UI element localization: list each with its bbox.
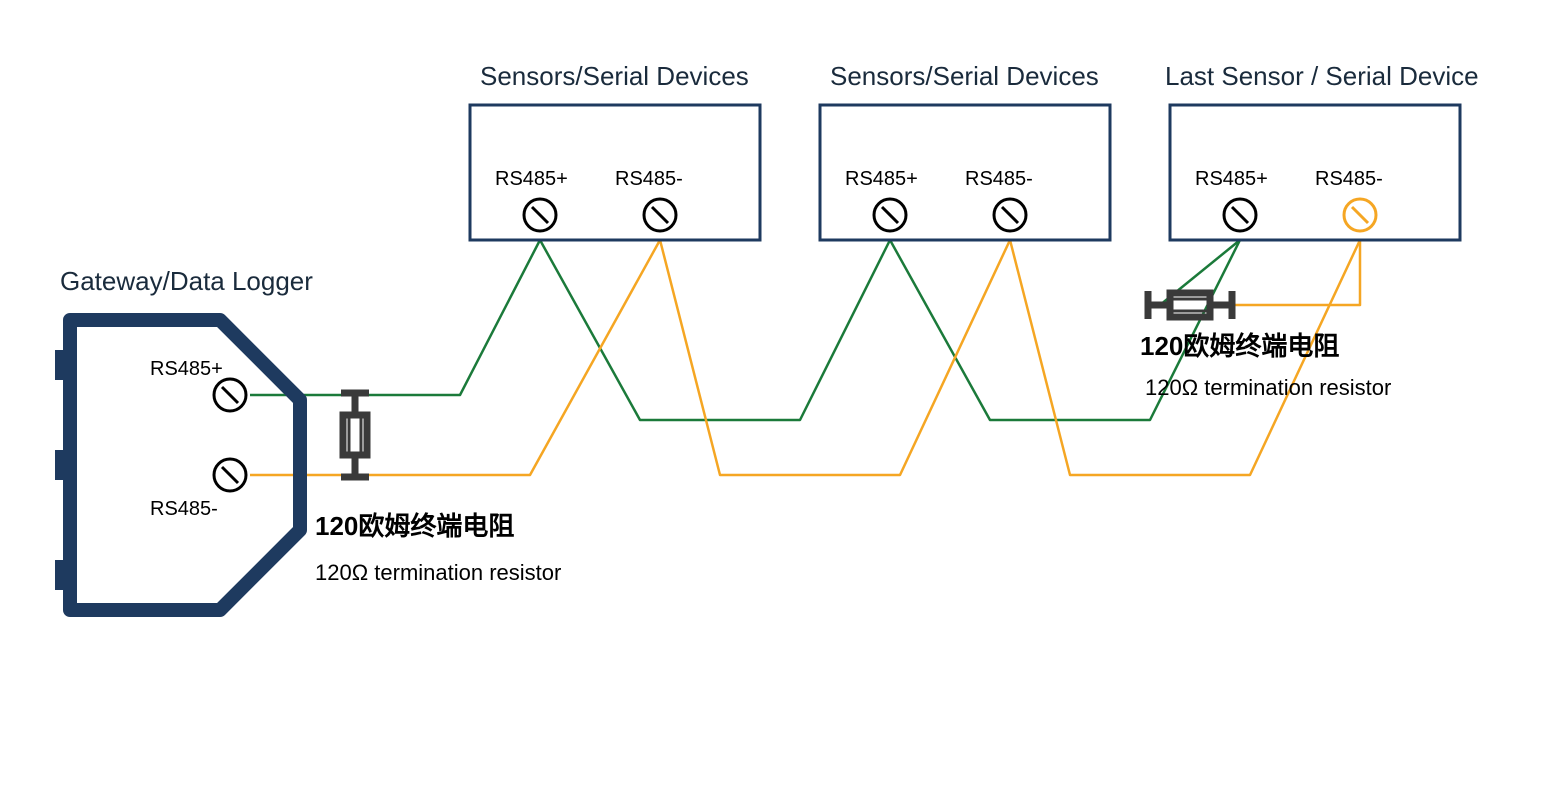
resistor-0-label-en: 120Ω termination resistor bbox=[315, 560, 561, 585]
wire-rs485-plus-1 bbox=[355, 240, 540, 395]
wire-rs485-plus-2 bbox=[540, 240, 890, 420]
gateway-pin-plus-label: RS485+ bbox=[150, 358, 223, 380]
gateway-notch-2 bbox=[55, 560, 70, 590]
device-2-pin-plus-label: RS485+ bbox=[1195, 168, 1268, 190]
gateway-terminal-minus-slash bbox=[222, 467, 238, 483]
gateway-terminal-plus-slash bbox=[222, 387, 238, 403]
device-1-pin-minus-label: RS485- bbox=[965, 168, 1033, 190]
device-0-title: Sensors/Serial Devices bbox=[480, 61, 749, 91]
device-1-pin-plus-label: RS485+ bbox=[845, 168, 918, 190]
device-2-title: Last Sensor / Serial Device bbox=[1165, 61, 1479, 91]
resistor-1-label-cn: 120欧姆终端电阻 bbox=[1140, 331, 1339, 361]
device-1-title: Sensors/Serial Devices bbox=[830, 61, 1099, 91]
gateway-title: Gateway/Data Logger bbox=[60, 266, 313, 296]
device-0-pin-minus-label: RS485- bbox=[615, 168, 683, 190]
wire-rs485-minus-2 bbox=[660, 240, 1010, 475]
wire-rs485-minus-4 bbox=[1220, 240, 1360, 305]
resistor-1-label-en: 120Ω termination resistor bbox=[1145, 375, 1391, 400]
device-2-pin-minus-label: RS485- bbox=[1315, 168, 1383, 190]
device-0-pin-plus-label: RS485+ bbox=[495, 168, 568, 190]
gateway-notch-1 bbox=[55, 450, 70, 480]
wire-rs485-minus-1 bbox=[355, 240, 660, 475]
resistor-1-icon bbox=[1148, 291, 1232, 319]
gateway-pin-minus-label: RS485- bbox=[150, 498, 218, 520]
resistor-0-label-cn: 120欧姆终端电阻 bbox=[315, 511, 514, 541]
resistor-0-icon bbox=[341, 393, 369, 477]
gateway-notch-0 bbox=[55, 350, 70, 380]
